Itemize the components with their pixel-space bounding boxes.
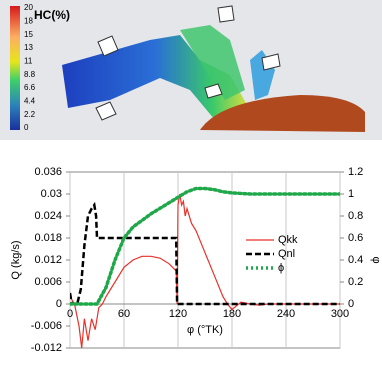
legend-label: Qnl (278, 248, 295, 260)
y-tick-label: -0.012 (31, 342, 62, 354)
x-tick-label: 240 (277, 308, 295, 320)
legend-label: ϕ (278, 262, 284, 274)
colorbar-label: 6.6 (24, 83, 36, 92)
y-tick-label: -0.006 (31, 320, 62, 332)
colorbar-label: 2.2 (24, 110, 36, 119)
y-tick-label: 0.036 (34, 166, 62, 178)
colorbar-title: HC(%) (34, 8, 70, 22)
y-tick-label: 0.006 (34, 276, 62, 288)
plot-frame (70, 172, 340, 348)
y-tick-label: 0.018 (34, 232, 62, 244)
y2-axis-label: φ (370, 256, 382, 263)
y2-tick-label: 1.2 (348, 166, 363, 178)
colorbar-label: 11 (24, 56, 33, 65)
colorbar-label: 20 (24, 3, 33, 12)
colorbar-label: 4.4 (24, 96, 36, 105)
legend-label: Qkk (278, 234, 298, 246)
y-tick-label: 0 (56, 298, 62, 310)
x-tick-label: 300 (331, 308, 349, 320)
x-tick-label: 0 (67, 308, 73, 320)
page: 20181513118.86.64.42.20 HC(%) 0601201802… (0, 0, 382, 380)
x-tick-label: 120 (169, 308, 187, 320)
y2-tick-label: 1 (348, 188, 354, 200)
y2-tick-label: 0.6 (348, 232, 363, 244)
y-tick-label: 0.012 (34, 254, 62, 266)
colorbar-label: 13 (24, 43, 33, 52)
y2-tick-label: 0.4 (348, 254, 363, 266)
colorbar-label: 8.8 (24, 70, 36, 79)
y2-tick-label: 0 (348, 298, 354, 310)
colorbar-label: 15 (24, 30, 33, 39)
x-axis-label: φ (°TK) (187, 324, 223, 336)
y2-tick-label: 0.2 (348, 276, 363, 288)
y-axis-label: Q (kg/s) (10, 240, 22, 279)
x-tick-label: 60 (118, 308, 130, 320)
y2-tick-label: 0.8 (348, 210, 363, 222)
colorbar-label: 18 (24, 16, 33, 25)
y-tick-label: 0.024 (34, 210, 62, 222)
y-tick-label: 0.03 (41, 188, 62, 200)
colorbar-label: 0 (24, 123, 29, 132)
series-line (70, 189, 340, 305)
